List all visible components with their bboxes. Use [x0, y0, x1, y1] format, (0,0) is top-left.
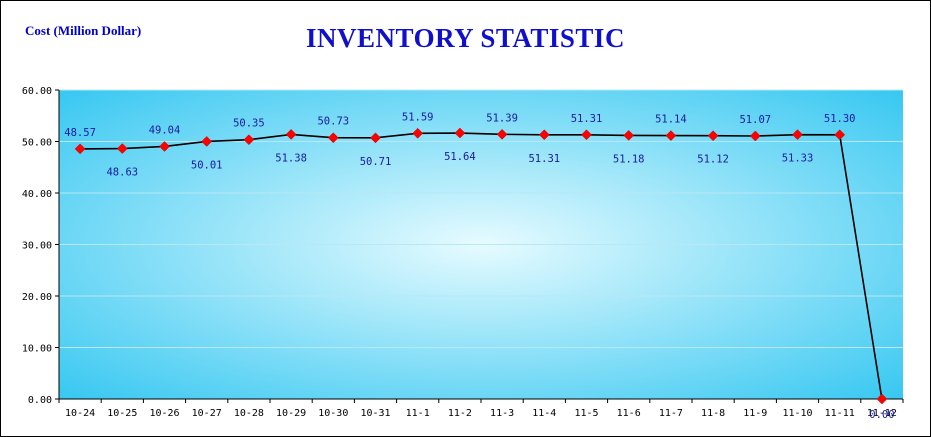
data-point	[370, 132, 381, 144]
data-label: 50.73	[317, 116, 349, 128]
x-tick-label: 10-27	[192, 408, 222, 419]
x-tick-label: 11-9	[743, 408, 767, 419]
data-label: 50.01	[191, 159, 223, 171]
data-label: 50.71	[360, 156, 392, 168]
data-point	[201, 136, 213, 147]
data-label: 51.59	[402, 111, 434, 123]
series-line	[80, 132, 883, 400]
data-point	[623, 130, 635, 141]
data-label: 51.33	[782, 153, 814, 165]
data-label: 51.07	[739, 114, 771, 126]
data-label: 48.63	[106, 167, 138, 179]
y-axis-title: Cost (Million Dollar)	[25, 23, 142, 38]
x-tick-label: 10-29	[276, 408, 306, 419]
data-point	[707, 130, 719, 142]
data-point	[243, 134, 255, 146]
y-tick-label: 10.00	[22, 344, 52, 355]
data-point	[496, 128, 508, 140]
y-tick-label: 30.00	[22, 241, 52, 252]
data-point	[834, 129, 846, 141]
x-tick-label: 11-11	[825, 408, 855, 419]
data-label: 51.30	[824, 113, 856, 125]
x-tick-label: 10-25	[107, 408, 137, 419]
y-tick-label: 60.00	[22, 86, 52, 97]
x-tick-label: 11-4	[532, 408, 556, 419]
y-tick-label: 20.00	[22, 292, 52, 303]
data-point	[876, 393, 888, 405]
data-label: 51.18	[613, 153, 645, 165]
data-label: 51.12	[697, 154, 729, 166]
x-tick-label: 11-10	[782, 408, 812, 419]
data-point	[581, 129, 592, 141]
x-tick-label: 11-7	[659, 408, 683, 419]
data-point	[792, 129, 803, 141]
x-tick-label: 11-3	[490, 408, 514, 419]
x-tick-label: 11-2	[448, 408, 472, 419]
data-point	[159, 141, 170, 152]
data-point	[749, 130, 761, 142]
data-label: 51.31	[528, 153, 560, 165]
data-point	[538, 129, 550, 141]
data-point	[454, 127, 466, 139]
x-tick-label: 10-28	[234, 408, 264, 419]
y-tick-label: 40.00	[22, 189, 52, 200]
data-point	[412, 127, 424, 139]
data-label: 51.31	[571, 113, 603, 125]
data-label: 49.04	[149, 124, 181, 136]
data-point	[116, 143, 128, 154]
data-point	[665, 130, 677, 141]
data-label: 0.00	[869, 409, 894, 421]
x-tick-label: 11-1	[406, 408, 430, 419]
x-tick-label: 11-8	[701, 408, 725, 419]
data-label: 51.14	[655, 114, 687, 126]
chart-title: INVENTORY STATISTIC	[306, 23, 625, 53]
x-tick-label: 11-12	[867, 408, 897, 419]
y-tick-label: 0.00	[28, 395, 52, 406]
x-tick-label: 10-31	[360, 408, 390, 419]
data-point	[74, 143, 86, 155]
data-point	[327, 132, 339, 144]
data-label: 51.38	[275, 152, 307, 164]
y-tick-label: 50.00	[22, 138, 52, 149]
x-tick-label: 10-30	[318, 408, 348, 419]
x-tick-label: 11-6	[617, 408, 641, 419]
x-tick-label: 10-26	[149, 408, 179, 419]
x-tick-label: 11-5	[574, 408, 598, 419]
x-tick-label: 10-24	[65, 408, 95, 419]
data-label: 48.57	[64, 127, 96, 139]
data-label: 51.64	[444, 151, 476, 163]
data-label: 50.35	[233, 118, 265, 130]
data-point	[285, 129, 297, 140]
data-label: 51.39	[486, 112, 518, 124]
